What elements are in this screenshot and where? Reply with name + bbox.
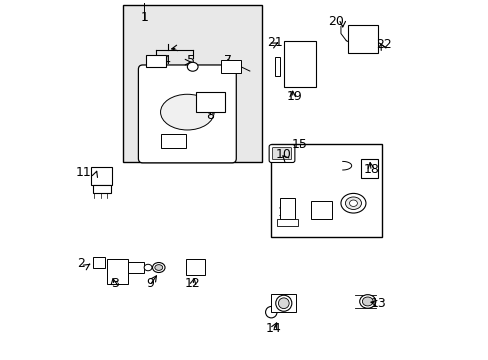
Text: 1: 1 xyxy=(140,11,148,24)
Text: 3: 3 xyxy=(111,277,119,290)
Bar xyxy=(91,167,112,185)
Text: 13: 13 xyxy=(370,297,386,310)
Bar xyxy=(123,5,262,162)
Bar xyxy=(310,202,331,219)
Bar xyxy=(185,258,205,275)
FancyBboxPatch shape xyxy=(138,65,236,163)
Text: 11: 11 xyxy=(76,166,91,179)
Text: 21: 21 xyxy=(266,36,282,49)
Text: 16: 16 xyxy=(318,206,334,219)
FancyBboxPatch shape xyxy=(268,145,294,162)
Text: 14: 14 xyxy=(264,322,281,335)
Text: 10: 10 xyxy=(275,148,291,162)
Text: 20: 20 xyxy=(327,14,343,27)
Text: 15: 15 xyxy=(291,138,307,151)
Bar xyxy=(280,198,294,219)
Text: 2: 2 xyxy=(77,257,85,270)
Ellipse shape xyxy=(345,197,361,210)
Ellipse shape xyxy=(160,94,214,130)
Bar xyxy=(93,185,110,193)
Bar xyxy=(276,219,298,226)
Bar xyxy=(271,144,381,237)
Bar xyxy=(347,24,378,53)
Text: 18: 18 xyxy=(363,163,379,176)
Ellipse shape xyxy=(359,295,375,308)
Ellipse shape xyxy=(275,295,291,311)
Bar xyxy=(93,257,105,267)
Ellipse shape xyxy=(278,298,288,309)
Bar xyxy=(146,55,165,67)
Text: 4: 4 xyxy=(162,54,169,67)
Text: 5: 5 xyxy=(186,54,195,67)
Text: 7: 7 xyxy=(224,54,232,67)
Text: 9: 9 xyxy=(145,277,153,290)
Bar xyxy=(107,258,128,284)
Text: 6: 6 xyxy=(145,54,153,67)
Bar xyxy=(160,134,185,148)
FancyBboxPatch shape xyxy=(272,148,291,159)
Ellipse shape xyxy=(144,264,152,271)
Ellipse shape xyxy=(340,193,365,213)
Text: 8: 8 xyxy=(206,109,214,122)
Text: 19: 19 xyxy=(286,90,302,103)
Ellipse shape xyxy=(349,200,357,206)
Ellipse shape xyxy=(155,265,163,270)
Bar xyxy=(221,60,241,73)
Bar xyxy=(283,41,315,87)
Bar xyxy=(196,93,224,112)
Ellipse shape xyxy=(362,297,372,306)
Ellipse shape xyxy=(187,62,198,71)
Text: 12: 12 xyxy=(184,277,200,290)
Bar xyxy=(360,158,378,178)
Text: 22: 22 xyxy=(375,38,391,51)
Bar xyxy=(128,262,144,273)
Text: 17: 17 xyxy=(277,206,293,219)
Ellipse shape xyxy=(265,306,276,318)
Bar xyxy=(274,57,280,76)
Bar xyxy=(271,294,296,312)
Ellipse shape xyxy=(152,262,164,273)
